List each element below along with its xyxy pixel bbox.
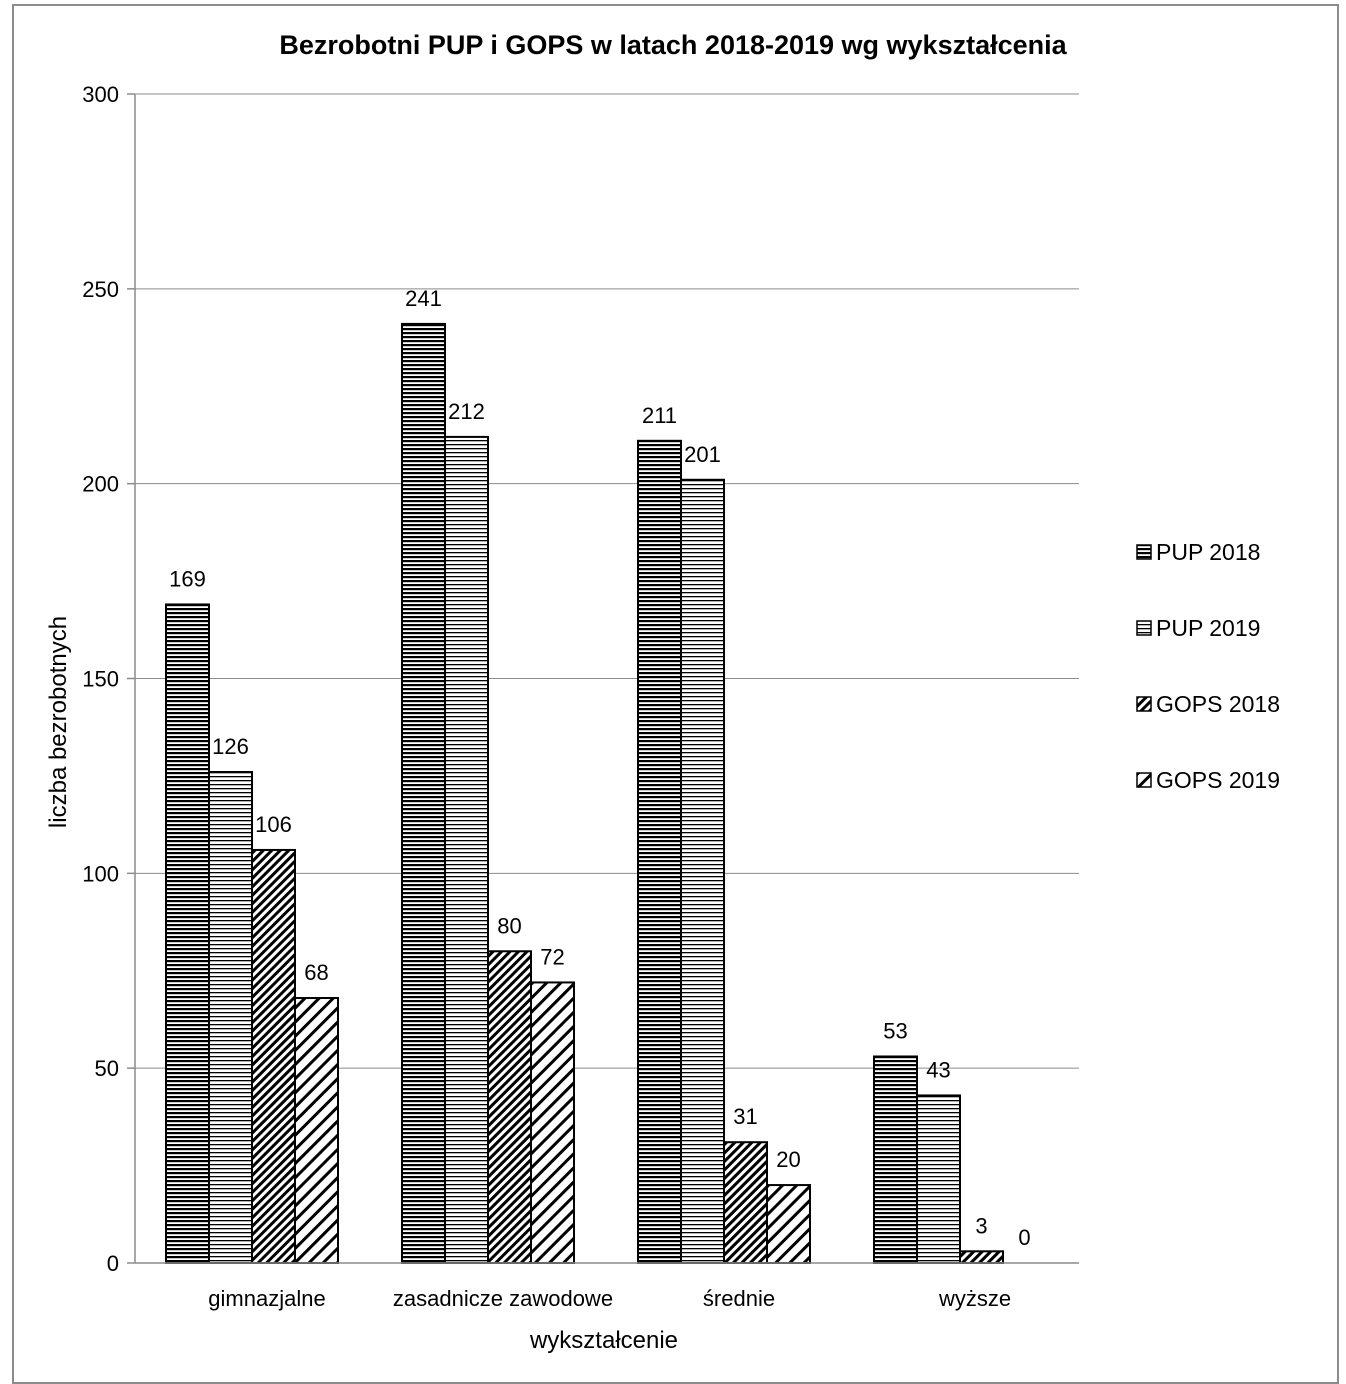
data-label: 80 xyxy=(497,913,521,938)
x-tick-label: zasadnicze zawodowe xyxy=(393,1286,613,1311)
data-label: 211 xyxy=(642,403,677,428)
data-label: 72 xyxy=(540,944,564,969)
legend-swatch xyxy=(1136,620,1152,636)
x-tick-label: średnie xyxy=(703,1286,775,1311)
bar-gops-2018-3 xyxy=(959,1250,1004,1265)
legend: PUP 2018 PUP 2019 GOPS 2018 GOPS 2019 xyxy=(1136,539,1280,793)
bar-pup-2018-2 xyxy=(637,439,682,1264)
y-axis-ticks: 0 50 100 150 200 250 300 xyxy=(82,82,135,1276)
legend-swatch xyxy=(1136,772,1152,788)
legend-label: PUP 2018 xyxy=(1156,539,1260,565)
chart-title: Bezrobotni PUP i GOPS w latach 2018-2019… xyxy=(279,30,1067,60)
y-tick-label: 150 xyxy=(82,667,119,692)
y-tick-label: 250 xyxy=(82,277,119,302)
y-tick-label: 200 xyxy=(82,472,119,497)
data-label: 31 xyxy=(733,1104,757,1129)
bar-pup-2019-2 xyxy=(680,478,725,1264)
data-label: 68 xyxy=(304,960,328,985)
data-labels: 169 126 106 68 241 212 80 72 211 201 31 20 53 43 3 0 xyxy=(169,286,1030,1250)
bar-pup-2019-3 xyxy=(916,1094,961,1265)
data-label: 169 xyxy=(169,566,206,591)
data-label: 20 xyxy=(776,1147,800,1172)
bar-gops-2019-2 xyxy=(766,1184,811,1264)
y-tick-label: 300 xyxy=(82,82,119,107)
data-label: 241 xyxy=(405,286,442,311)
y-tick-label: 100 xyxy=(82,861,119,886)
legend-swatch xyxy=(1136,696,1152,712)
bar-pup-2018-1 xyxy=(401,322,446,1264)
bar-pup-2019-0 xyxy=(208,771,253,1265)
bar-gops-2018-2 xyxy=(723,1141,768,1265)
legend-label: GOPS 2018 xyxy=(1156,691,1280,717)
x-axis-title: wykształcenie xyxy=(529,1327,678,1354)
legend-label: GOPS 2019 xyxy=(1156,767,1280,793)
data-label: 126 xyxy=(212,734,249,759)
bar-gops-2019-0 xyxy=(294,997,339,1264)
x-tick-label: gimnazjalne xyxy=(208,1286,325,1311)
data-label: 3 xyxy=(975,1213,987,1238)
legend-swatch xyxy=(1136,544,1152,560)
data-label: 53 xyxy=(883,1018,907,1043)
y-tick-label: 50 xyxy=(95,1056,119,1081)
bar-gops-2018-0 xyxy=(251,848,296,1264)
bars xyxy=(165,322,1004,1265)
data-label: 0 xyxy=(1018,1225,1030,1250)
bar-gops-2019-1 xyxy=(530,981,575,1264)
y-tick-label: 0 xyxy=(107,1251,119,1276)
data-label: 106 xyxy=(255,812,292,837)
legend-label: PUP 2019 xyxy=(1156,615,1260,641)
bar-pup-2019-1 xyxy=(444,435,489,1264)
data-label: 43 xyxy=(926,1057,950,1082)
data-label: 201 xyxy=(684,442,721,467)
bar-pup-2018-0 xyxy=(165,603,210,1264)
x-tick-label: wyższe xyxy=(938,1286,1011,1311)
bar-pup-2018-3 xyxy=(873,1055,918,1265)
bar-gops-2018-1 xyxy=(487,950,532,1264)
x-axis-ticks: gimnazjalne zasadnicze zawodowe średnie wyż… xyxy=(208,1286,1011,1311)
data-label: 212 xyxy=(448,399,485,424)
y-axis-title: liczba bezrobotnych xyxy=(45,616,72,828)
